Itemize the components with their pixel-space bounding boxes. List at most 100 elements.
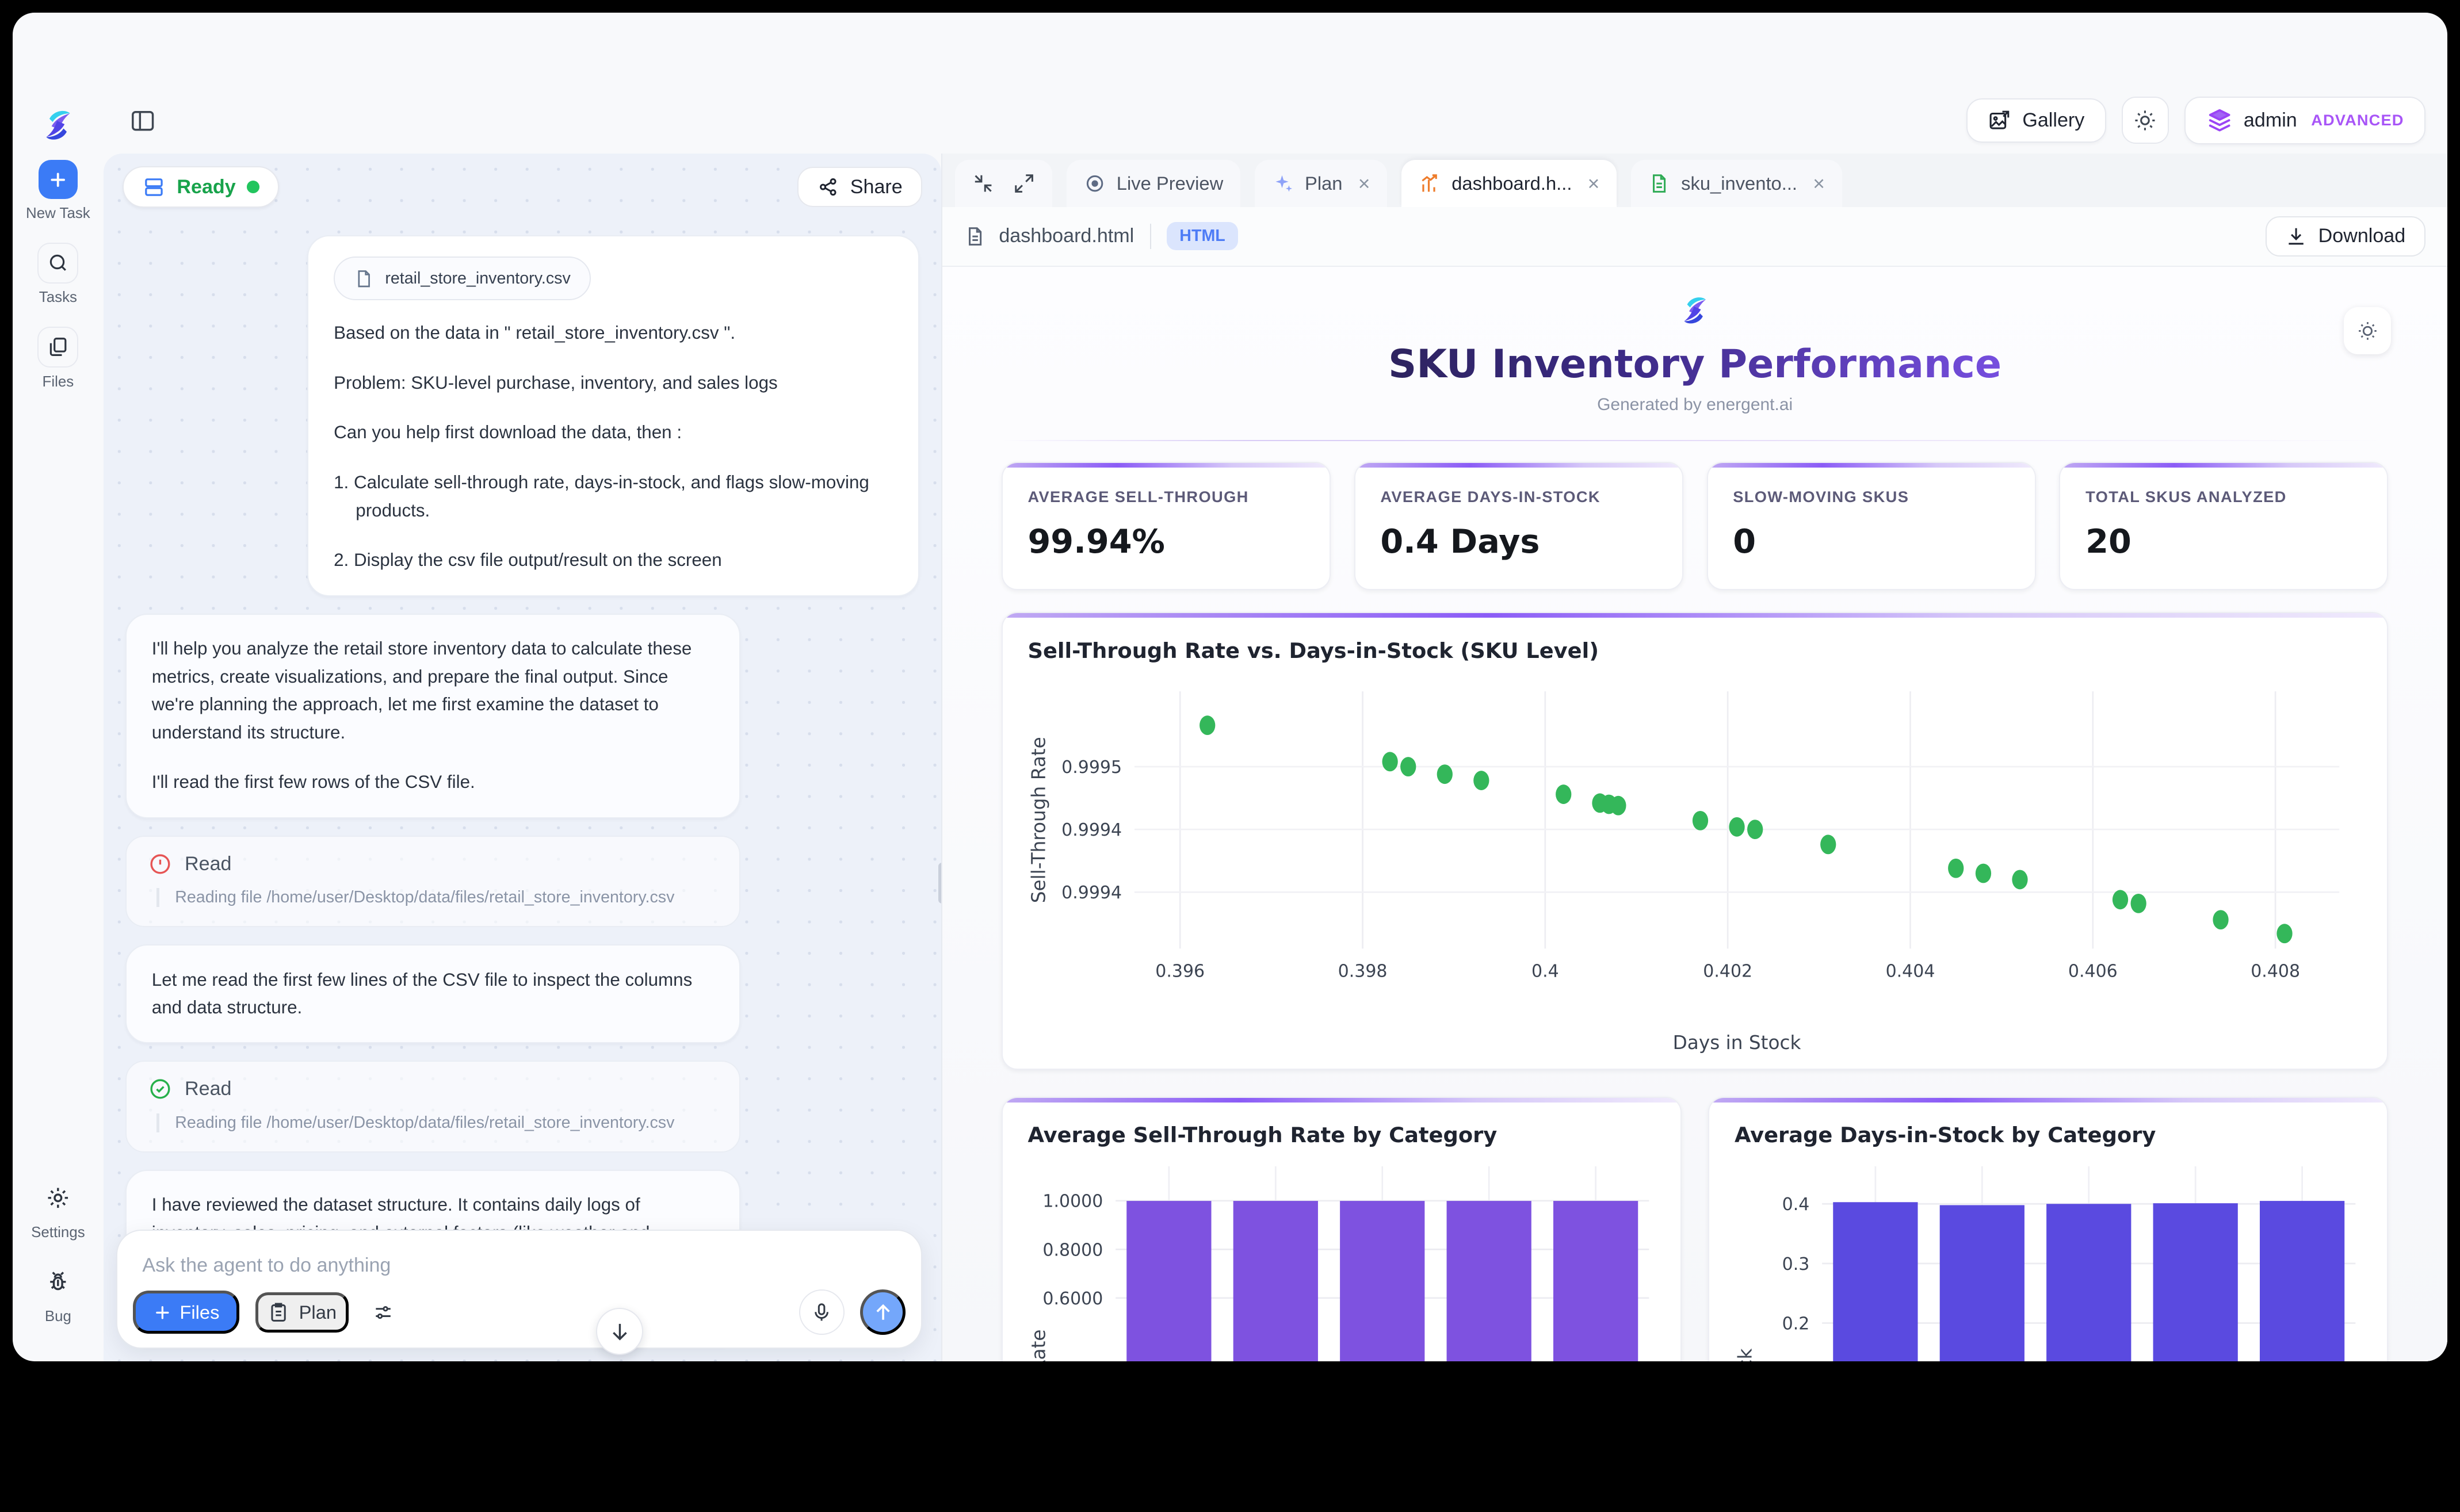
collapse-icon[interactable] [972,173,994,194]
expand-icon[interactable] [1013,173,1035,194]
divider [1001,439,2389,442]
svg-text:0.8000: 0.8000 [1042,1240,1103,1260]
page-subtitle: Generated by energent.ai [1597,395,1793,415]
sun-icon [2133,109,2157,132]
app-logo [13,106,104,144]
svg-text:0.404: 0.404 [1886,961,1935,981]
agent-status-badge[interactable]: Ready [122,166,280,208]
message-text: 1. Calculate sell-through rate, days-in-… [334,472,869,520]
alert-circle-icon [148,852,172,876]
add-files-button[interactable]: Files [133,1291,240,1334]
dashboard-settings-button[interactable] [2344,307,2391,355]
message-text: Problem: SKU-level purchase, inventory, … [334,372,778,393]
tab-live-preview[interactable]: Live Preview [1066,160,1241,207]
svg-text:0.402: 0.402 [1703,961,1752,981]
svg-text:Sell-Through Rate: Sell-Through Rate [1027,1330,1049,1361]
metric-label: SLOW-MOVING SKUS [1733,488,1909,506]
message-text: 2. Display the csv file output/result on… [334,550,722,571]
svg-text:0.9995: 0.9995 [1061,757,1122,777]
svg-text:Days in Stock: Days in Stock [1673,1031,1801,1053]
scatter-chart-card: Sell-Through Rate vs. Days-in-Stock (SKU… [1001,611,2389,1070]
scatter-chart: 0.396 0.398 0.4 0.402 0.404 0.406 0.408 0.9995 0… [1027,691,2340,1053]
theme-toggle-button[interactable] [2122,97,2169,144]
file-breadcrumb: dashboard.html [964,225,1134,247]
topbar: Gallery admin ADVANCED [13,13,2447,154]
tab-plan[interactable]: Plan × [1254,160,1388,207]
bar-chart-icon [1419,173,1441,194]
user-message: retail_store_inventory.csv Based on the … [307,235,919,596]
chat-input[interactable] [139,1252,900,1278]
scroll-to-bottom-button[interactable] [596,1308,644,1356]
computer-icon [142,175,166,199]
file-type-badge: HTML [1167,222,1238,251]
microphone-icon [811,1302,832,1323]
gallery-button[interactable]: Gallery [1966,98,2106,143]
gallery-label: Gallery [2022,109,2085,131]
panel-resize-handle[interactable] [938,862,942,904]
close-icon[interactable]: × [1587,171,1600,195]
tab-label: sku_invento... [1681,173,1798,194]
chart-title: Average Sell-Through Rate by Category [1027,1123,1498,1148]
share-button[interactable]: Share [797,166,923,208]
assistant-message: I'll help you analyze the retail store i… [125,613,741,818]
tab-label: dashboard.h... [1451,173,1572,194]
gear-icon [37,1177,78,1218]
svg-text:0.9994: 0.9994 [1061,820,1122,840]
svg-text:0.4: 0.4 [1782,1195,1810,1215]
close-icon[interactable]: × [1358,171,1370,195]
chat-header: Ready Share [104,154,941,214]
sidebar-item-bug[interactable]: Bug [37,1262,78,1326]
sidebar-item-new-task[interactable]: New Task [26,160,90,222]
plus-icon [153,1303,172,1322]
share-label: Share [850,175,903,198]
panel-left-icon [129,108,156,134]
sidebar-item-tasks[interactable]: Tasks [37,242,79,307]
svg-text:0.398: 0.398 [1338,961,1388,981]
voice-input-button[interactable] [799,1289,845,1335]
preview-content[interactable]: SKU Inventory Performance Generated by e… [942,266,2448,1362]
tab-sku-inventory-csv[interactable]: sku_invento... × [1630,160,1842,207]
tool-call-read[interactable]: Read Reading file /home/user/Desktop/dat… [125,835,741,928]
attached-file-chip[interactable]: retail_store_inventory.csv [334,257,591,301]
svg-text:0.9994: 0.9994 [1061,883,1122,903]
energent-logo-icon [41,106,75,144]
arrow-down-icon [608,1320,632,1343]
preview-panel: Live Preview Plan × dashboard.h... [941,154,2448,1362]
plan-mode-button[interactable]: Plan [255,1292,349,1333]
layers-icon [2206,107,2233,133]
topbar-actions: Gallery admin ADVANCED [1966,96,2425,144]
close-icon[interactable]: × [1813,171,1825,195]
bug-icon [37,1262,78,1303]
sidebar-item-settings[interactable]: Settings [31,1177,85,1241]
preview-window-controls [954,160,1053,207]
account-name: admin [2243,109,2297,131]
metric-label: TOTAL SKUS ANALYZED [2085,488,2287,506]
sidebar-item-label: Files [42,373,74,390]
metric-card-avg-days-in-stock: AVERAGE DAYS-IN-STOCK 0.4 Days [1354,461,1683,590]
tool-call-read[interactable]: Read Reading file /home/user/Desktop/dat… [125,1061,741,1153]
download-button[interactable]: Download [2265,216,2425,257]
sidebar-item-label: Settings [31,1224,85,1241]
page-title: SKU Inventory Performance [1002,342,2389,387]
tool-detail: Reading file /home/user/Desktop/data/fil… [156,888,717,908]
tool-name: Read [185,852,232,875]
metric-value: 20 [2085,522,2132,561]
energent-logo-icon [1002,292,2389,329]
download-icon [2285,225,2307,247]
bar-chart: 1.0000 0.8000 0.6000 Sell-Through Rate [1027,1166,1649,1362]
tab-dashboard-html[interactable]: dashboard.h... × [1401,160,1617,207]
metric-card-slow-moving-skus: SLOW-MOVING SKUS 0 [1706,461,2036,590]
chat-panel: Ready Share [103,154,942,1362]
send-button[interactable] [860,1289,906,1335]
tab-bar: Live Preview Plan × dashboard.h... [942,154,2447,207]
sun-icon [2356,319,2379,343]
settings-sliders-button[interactable] [365,1293,402,1331]
message-list[interactable]: retail_store_inventory.csv Based on the … [104,223,941,1361]
account-button[interactable]: admin ADVANCED [2184,96,2425,144]
message-text: Can you help first download the data, th… [334,422,682,443]
preview-toolbar: dashboard.html HTML Download [942,206,2448,267]
sidebar-item-files[interactable]: Files [37,326,79,391]
sidebar-toggle-button[interactable] [119,97,166,144]
message-text: I'll read the first few rows of the CSV … [151,772,475,793]
